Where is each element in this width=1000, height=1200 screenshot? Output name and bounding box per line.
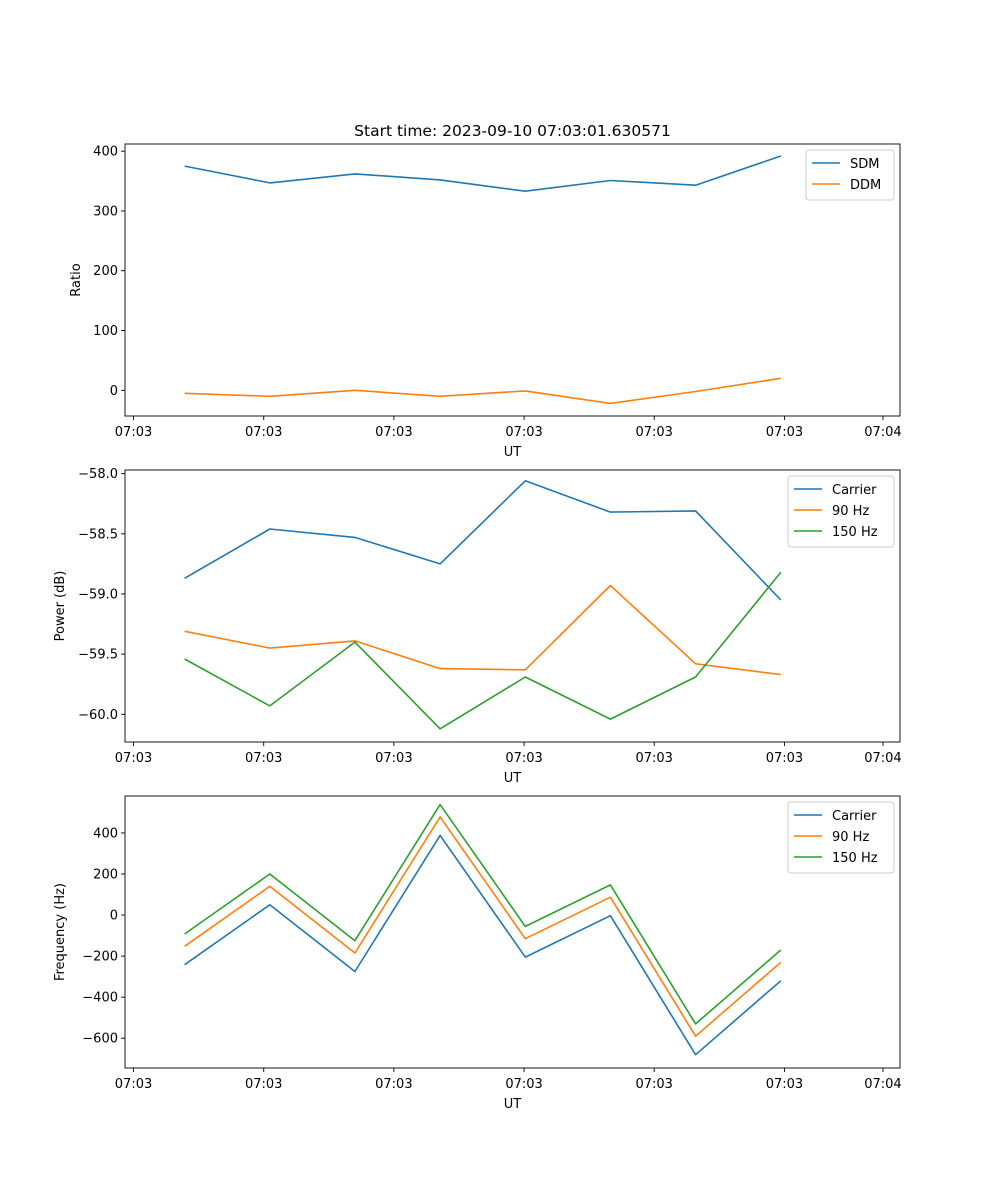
series-line-carrier [184,834,782,1056]
y-tick-label: 200 [93,868,118,883]
legend-box [787,801,895,874]
series-line-90-hz [184,584,781,676]
figure-title: Start time: 2023-09-10 07:03:01.630571 [354,122,671,140]
legend-label-150-hz: 150 Hz [832,851,878,866]
x-tick-label: 07:03 [505,425,542,440]
y-tick-label: 400 [93,826,118,841]
y-tick-label: −59.0 [78,587,118,602]
x-tick-label: 07:03 [635,751,672,766]
legend: SDM DDM [805,149,895,201]
power-panel: −60.0 −59.5 −59.0 −58.5 −58.0 07:03 07:03 07:03… [53,467,902,786]
y-tick-label: 400 [93,145,118,160]
legend-label-carrier: Carrier [832,483,877,498]
axes-frame [124,469,901,743]
legend-label-sdm: SDM [850,157,879,172]
legend-label-ddm: DDM [850,178,881,193]
x-tick-label: 07:03 [766,751,803,766]
y-tick-label: −60.0 [78,708,118,723]
y-tick-label: 300 [93,204,118,219]
y-tick-label: −58.5 [78,527,118,542]
legend: Carrier 90 Hz 150 Hz [787,801,895,874]
x-tick-label: 07:03 [115,1077,152,1092]
y-axis-label: Frequency (Hz) [53,883,68,981]
x-axis-label: UT [504,771,522,786]
x-axis-label: UT [504,1097,522,1112]
series-line-90-hz [184,816,782,1037]
y-tick-label: −400 [82,991,118,1006]
legend-label-carrier: Carrier [832,809,877,824]
frequency-panel: −600 −400 −200 0 200 400 07:03 07:03 07:03 07:03 0… [53,795,902,1112]
y-tick-label: −59.5 [78,648,118,663]
plot-area [125,470,900,742]
y-tick-label: 0 [110,384,118,399]
series-line-ddm [184,377,781,405]
y-axis-label: Ratio [69,263,84,296]
x-tick-label: 07:03 [766,1077,803,1092]
y-axis-label: Power (dB) [53,571,68,642]
legend-box [787,475,895,548]
x-tick-label: 07:03 [245,751,282,766]
x-axis-label: UT [504,445,522,460]
y-tick-label: 100 [93,324,118,339]
legend-label-150-hz: 150 Hz [832,525,878,540]
legend: Carrier 90 Hz 150 Hz [787,475,895,548]
x-tick-label: 07:03 [375,1077,412,1092]
x-tick-label: 07:03 [115,425,152,440]
y-tick-label: 200 [93,264,118,279]
series-line-150-hz [184,803,782,1025]
x-tick-label: 07:03 [505,751,542,766]
x-tick-label: 07:03 [635,425,672,440]
legend-label-90-hz: 90 Hz [832,504,869,519]
x-tick-label: 07:03 [115,751,152,766]
y-tick-label: −200 [82,950,118,965]
axes-frame [124,795,901,1069]
x-tick-label: 07:03 [505,1077,542,1092]
x-tick-label: 07:03 [766,425,803,440]
x-tick-label: 07:03 [375,751,412,766]
legend-label-90-hz: 90 Hz [832,830,869,845]
series-line-carrier [184,479,782,601]
x-tick-label: 07:03 [635,1077,672,1092]
plot-area [125,796,900,1068]
series-line-150-hz [184,571,782,730]
y-tick-label: −600 [82,1032,118,1047]
x-tick-label: 07:04 [864,751,901,766]
series-line-sdm [184,155,782,192]
x-tick-label: 07:04 [864,425,901,440]
ratio-panel: 0 100 200 300 400 07:03 07:03 07:03 07:03 07:03 07… [69,143,902,460]
y-tick-label: −58.0 [78,467,118,482]
axes-frame [124,143,901,417]
y-tick-label: 0 [110,909,118,924]
x-tick-label: 07:04 [864,1077,901,1092]
x-tick-label: 07:03 [245,1077,282,1092]
x-tick-label: 07:03 [375,425,412,440]
x-tick-label: 07:03 [245,425,282,440]
plot-area [125,144,900,416]
